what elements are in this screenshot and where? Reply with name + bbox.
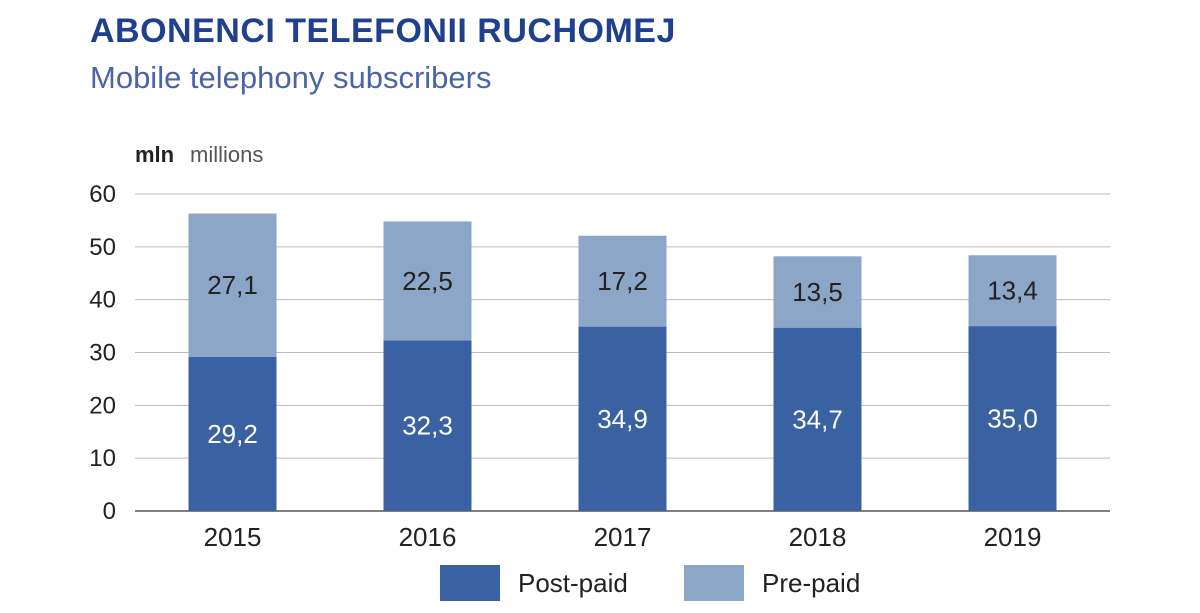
data-label: 34,7: [792, 404, 843, 434]
legend-swatch: [684, 565, 744, 601]
bar-post-paid-2017: [578, 326, 667, 511]
y-tick-label: 10: [89, 445, 116, 472]
bar-pre-paid-2019: [968, 255, 1057, 327]
chart-title: ABONENCI TELEFONII RUCHOMEJ: [90, 12, 676, 50]
data-label: 27,1: [207, 270, 258, 300]
y-tick-label: 60: [89, 181, 116, 208]
unit-label-en: millions: [190, 142, 263, 167]
x-tick-label: 2015: [204, 522, 262, 552]
data-label: 32,3: [402, 411, 453, 441]
data-label: 13,5: [792, 277, 843, 307]
data-label: 22,5: [402, 266, 453, 296]
bar-post-paid-2015: [188, 356, 277, 511]
y-tick-label: 50: [89, 234, 116, 261]
legend-label: Pre-paid: [762, 568, 860, 598]
x-tick-label: 2016: [399, 522, 457, 552]
legend-label: Post-paid: [518, 568, 628, 598]
x-tick-label: 2019: [984, 522, 1042, 552]
data-label: 34,9: [597, 404, 648, 434]
x-tick-label: 2018: [789, 522, 847, 552]
bar-pre-paid-2017: [578, 235, 667, 327]
y-tick-label: 30: [89, 340, 116, 367]
y-tick-label: 40: [89, 287, 116, 314]
bar-post-paid-2016: [383, 340, 472, 511]
data-label: 17,2: [597, 266, 648, 296]
y-tick-label: 20: [89, 392, 116, 419]
x-tick-label: 2017: [594, 522, 652, 552]
bar-post-paid-2019: [968, 326, 1057, 511]
data-label: 29,2: [207, 419, 258, 449]
bar-pre-paid-2018: [773, 256, 862, 328]
chart-subtitle: Mobile telephony subscribers: [90, 60, 492, 95]
y-tick-label: 0: [103, 498, 116, 525]
unit-label-pl: mln: [135, 142, 174, 167]
data-label: 35,0: [987, 404, 1038, 434]
legend-swatch: [440, 565, 500, 601]
bar-pre-paid-2016: [383, 221, 472, 341]
data-label: 13,4: [987, 276, 1038, 306]
bar-post-paid-2018: [773, 327, 862, 511]
bar-pre-paid-2015: [188, 213, 277, 357]
